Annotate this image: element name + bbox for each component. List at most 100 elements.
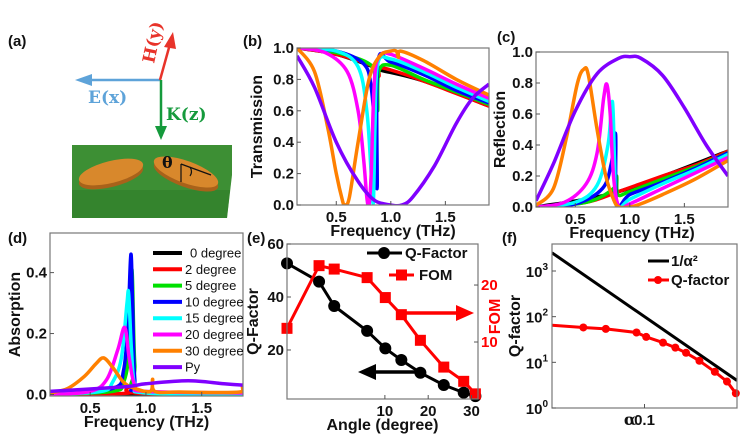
plot-area — [297, 48, 489, 205]
tick-base: 10 — [526, 355, 543, 372]
series-5-line — [536, 82, 728, 207]
legend-label: 30 degree — [185, 343, 244, 358]
series-q-factor-point — [659, 338, 668, 347]
chart-e: (e) 10 20 30 20 40 60 10 20 FOM Angle (degree) Q-Fa… — [245, 230, 504, 434]
x-axis-label: Angle (degree) — [326, 417, 438, 434]
legend-label: 15 degree — [185, 311, 244, 326]
y-axis-label: Absorption — [7, 272, 24, 357]
x-tick-label: 1.0 — [619, 211, 640, 228]
x-axis-label: Frequency (THz) — [330, 223, 455, 240]
fom-arrowhead — [456, 305, 474, 321]
series-q-factor-point — [457, 386, 470, 399]
y-right-tick-label: 10 — [481, 334, 498, 351]
series-7-line — [297, 54, 489, 205]
panel-label-a: (a) — [8, 33, 26, 50]
series-2-line — [536, 151, 728, 207]
y-tick-label: 0.2 — [273, 166, 294, 183]
plot-frame — [49, 232, 244, 397]
y-right-tick-label: 20 — [481, 277, 498, 294]
series-4-line — [536, 99, 728, 207]
h-field-label: H(y) — [139, 20, 167, 65]
x-tick-label: 1.0 — [136, 400, 157, 417]
series-fom-point — [469, 388, 481, 400]
x-tick-label: 0.5 — [326, 209, 347, 226]
x-axis-label: Frequency (THz) — [569, 225, 694, 242]
k-vector-label: K(z) — [166, 105, 207, 125]
y-tick-label: 1.0 — [273, 40, 294, 57]
y-tick-label: 20 — [267, 342, 284, 359]
x-tick-label: 1.5 — [674, 211, 695, 228]
series-py-line — [50, 379, 243, 394]
x-tick-label: 0.5 — [565, 211, 586, 228]
theta-label: θ — [162, 153, 173, 172]
y-tick-label: 0.8 — [273, 71, 294, 88]
series-q-factor-point — [695, 356, 704, 365]
y-tick-label: 0.2 — [26, 326, 47, 343]
legend-label: FOM — [419, 267, 452, 284]
x-axis-label: Frequency (THz) — [84, 414, 209, 431]
series-q-factor-point — [328, 300, 341, 312]
legend-label: 5 degree — [185, 278, 236, 293]
series-fom-point — [414, 334, 426, 346]
y-tick-label: 100 — [526, 399, 549, 418]
series-q-factor-point — [414, 366, 427, 379]
e-field-arrow — [75, 74, 160, 86]
series-5-line — [297, 48, 489, 205]
tick-base: 10 — [526, 401, 543, 418]
y-tick-label: 103 — [526, 262, 549, 281]
x-tick-label: 0.1 — [634, 412, 655, 429]
series-fom-line — [287, 264, 477, 395]
series-3-line — [297, 48, 489, 191]
legend-label: Q-Factor — [405, 245, 468, 262]
series-fom-point — [328, 263, 340, 275]
series-q-factor-point — [710, 367, 719, 376]
y-tick-label: 102 — [526, 308, 549, 327]
y-tick-label: 0.4 — [512, 137, 534, 154]
x-axis-label: α — [624, 410, 636, 429]
series-fom-point — [379, 292, 391, 304]
series-30-degree-line — [50, 356, 243, 395]
legend-label: 1/α² — [671, 253, 698, 270]
series-q-factor-point — [682, 348, 691, 357]
series-4-line — [297, 48, 489, 205]
x-tick-label: 1.0 — [380, 209, 401, 226]
y-tick-label: 0.4 — [26, 265, 48, 282]
x-tick-label: 0.5 — [80, 400, 101, 417]
y-tick-label: 101 — [526, 353, 549, 372]
y-tick-label: 60 — [267, 236, 284, 253]
series-7-line — [536, 54, 728, 202]
chart-c: (c)0.5 1.0 1.50.00.20.40.60.81.0Frequency … — [492, 29, 729, 242]
panel-label-d: (d) — [8, 230, 27, 247]
series-q-factor-point — [632, 328, 641, 337]
panel-label-c: (c) — [497, 29, 515, 46]
legend-label: 20 degree — [185, 327, 244, 342]
series-q-factor-point — [379, 342, 392, 355]
series-fom-point — [438, 361, 450, 373]
series-q-factor-point — [731, 389, 740, 398]
y-tick-label: 0.0 — [512, 199, 533, 216]
y-tick-label: 0.6 — [273, 103, 294, 120]
y-tick-label: 0.0 — [26, 386, 47, 403]
y-axis-label: Q-Factor — [245, 288, 262, 355]
series-q-factor-point — [722, 377, 731, 386]
series-q-factor-point — [395, 354, 408, 367]
plot-area — [50, 252, 243, 396]
k-vector-arrow — [155, 80, 167, 140]
series-2-line — [297, 48, 489, 113]
y-tick-label: 0.0 — [273, 197, 294, 214]
legend-marker — [396, 269, 407, 281]
tick-exponent: 3 — [542, 262, 548, 273]
x-tick-label: 1.5 — [191, 400, 212, 417]
plot-area — [536, 54, 728, 207]
legend-marker — [378, 247, 390, 259]
tick-exponent: 1 — [542, 353, 548, 364]
plot-frame — [535, 51, 729, 208]
legend-label: Py — [185, 360, 201, 375]
y-tick-label: 0.2 — [512, 168, 533, 185]
h-field-arrow — [158, 32, 176, 81]
y-tick-label: 0.8 — [512, 75, 533, 92]
panel-label-e: (e) — [247, 230, 265, 247]
legend-label: Q-factor — [671, 272, 730, 289]
